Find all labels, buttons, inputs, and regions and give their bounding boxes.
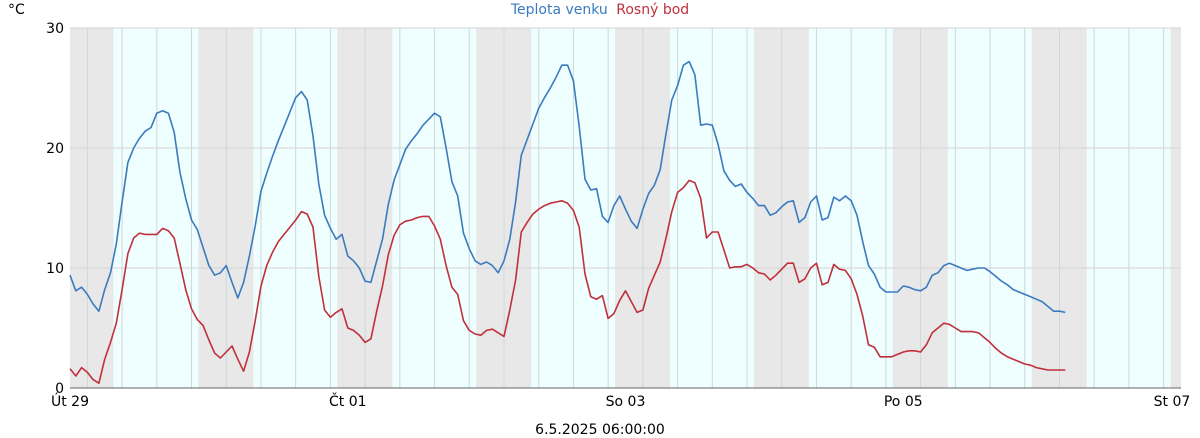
- x-tick-label: Po 05: [884, 394, 923, 410]
- y-tick-label: 10: [46, 261, 64, 277]
- series-line-teplota-venku: [69, 60, 1066, 314]
- y-tick-label: 30: [46, 21, 64, 37]
- day-band: [113, 28, 199, 388]
- y-tick-label: 0: [55, 381, 64, 397]
- legend: Teplota venku Rosný bod: [510, 2, 689, 18]
- x-tick-label: St 07: [1154, 394, 1191, 410]
- y-axis-label: °C: [8, 2, 25, 18]
- y-tick-labels: 0 10 20 30: [46, 21, 64, 397]
- series-line-rosny-bod: [69, 179, 1066, 384]
- footer-timestamp: 6.5.2025 06:00:00: [535, 422, 665, 438]
- x-tick-label: Čt 01: [329, 392, 367, 410]
- legend-entry-rosny-bod: Rosný bod: [616, 2, 689, 18]
- x-tick-label: So 03: [606, 394, 646, 410]
- series-lines: [69, 60, 1066, 384]
- x-tick-label: Út 29: [51, 392, 89, 410]
- legend-entry-teplota: Teplota venku: [510, 2, 608, 18]
- x-tick-labels: Út 29 Čt 01 So 03 Po 05 St 07: [51, 392, 1190, 410]
- y-tick-label: 20: [46, 141, 64, 157]
- grid-lines: [70, 27, 1181, 389]
